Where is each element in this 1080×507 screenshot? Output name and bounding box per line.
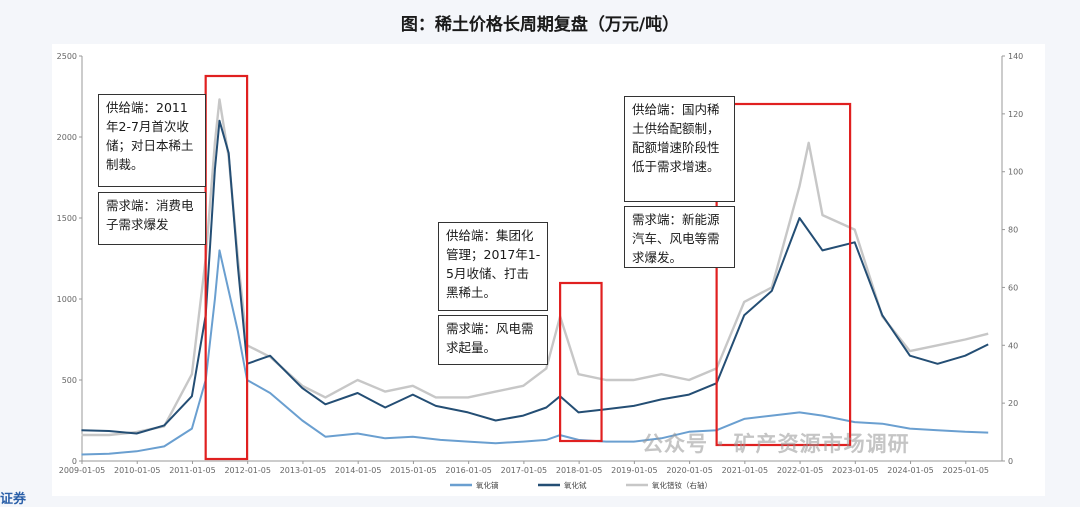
x-tick-label: 2023-01-05 — [832, 466, 879, 475]
highlight-box — [715, 102, 852, 447]
x-tick-label: 2016-01-05 — [445, 466, 492, 475]
y-left-tick-label: 1500 — [57, 214, 77, 223]
chart-panel: 0 500 1000 1500 2000 2500 0 20 40 60 80 100 120 140 20… — [52, 44, 1045, 496]
y-right-tick-label: 60 — [1008, 283, 1018, 292]
y-left-tick-label: 1000 — [57, 295, 77, 304]
y-right-tick-label: 100 — [1008, 168, 1023, 177]
x-tick-label: 2010-01-05 — [114, 466, 161, 475]
legend-label: 氧化镝 — [476, 480, 499, 490]
x-tick-label: 2021-01-05 — [722, 466, 769, 475]
x-tick-label: 2014-01-05 — [335, 466, 382, 475]
x-tick-label: 2009-01-05 — [59, 466, 106, 475]
y-right-tick-label: 40 — [1008, 341, 1018, 350]
x-tick-label: 2019-01-05 — [611, 466, 658, 475]
x-tick-label: 2022-01-05 — [777, 466, 824, 475]
highlight-box — [204, 74, 249, 461]
x-tick-label: 2012-01-05 — [224, 466, 271, 475]
x-tick-label: 2025-01-05 — [943, 466, 990, 475]
x-tick-label: 2018-01-05 — [556, 466, 603, 475]
x-tick-label: 2017-01-05 — [501, 466, 548, 475]
y-right-tick-label: 80 — [1008, 226, 1018, 235]
y-left-tick-label: 500 — [62, 376, 77, 385]
x-tick-label: 2011-01-05 — [169, 466, 216, 475]
x-tick-label: 2015-01-05 — [390, 466, 437, 475]
annotation-2017-demand: 需求端：风电需求起量。 — [438, 315, 548, 365]
annotation-2021-demand: 需求端：新能源汽车、风电等需求爆发。 — [624, 206, 735, 268]
series-line-2 — [81, 119, 989, 435]
y-right-tick-label: 20 — [1008, 399, 1018, 408]
y-right-tick-label: 140 — [1008, 52, 1023, 61]
annotation-2021-supply: 供给端：国内稀土供给配额制，配额增速阶段性低于需求增速。 — [624, 96, 735, 202]
annotation-2011-supply: 供给端：2011年2-7月首次收储；对日本稀土制裁。 — [98, 94, 206, 187]
series-line-3 — [81, 98, 989, 437]
legend-label: 氧化铽 — [564, 480, 587, 490]
y-left-tick-label: 0 — [72, 457, 77, 466]
y-right-tick-label: 0 — [1008, 457, 1013, 466]
legend-label: 氧化镨钕（右轴） — [652, 480, 712, 490]
x-tick-label: 2013-01-05 — [280, 466, 327, 475]
watermark: 公众号 · 矿产资源市场调研 — [642, 432, 910, 456]
y-right-tick-label: 120 — [1008, 110, 1023, 119]
x-tick-label: 2020-01-05 — [666, 466, 713, 475]
annotation-2011-demand: 需求端：消费电子需求爆发 — [98, 192, 206, 245]
price-chart: 0 500 1000 1500 2000 2500 0 20 40 60 80 100 120 140 20… — [57, 52, 1024, 490]
page-title: 图：稀土价格长周期复盘（万元/吨） — [400, 15, 680, 35]
y-left-tick-label: 2500 — [57, 52, 77, 61]
highlight-box — [559, 281, 603, 443]
edge-text: 证券 — [0, 492, 27, 507]
annotation-2017-supply: 供给端：集团化管理；2017年1-5月收储、打击黑稀土。 — [438, 222, 548, 311]
x-tick-label: 2024-01-05 — [887, 466, 934, 475]
y-left-tick-label: 2000 — [57, 133, 77, 142]
series-line-1 — [81, 249, 989, 456]
